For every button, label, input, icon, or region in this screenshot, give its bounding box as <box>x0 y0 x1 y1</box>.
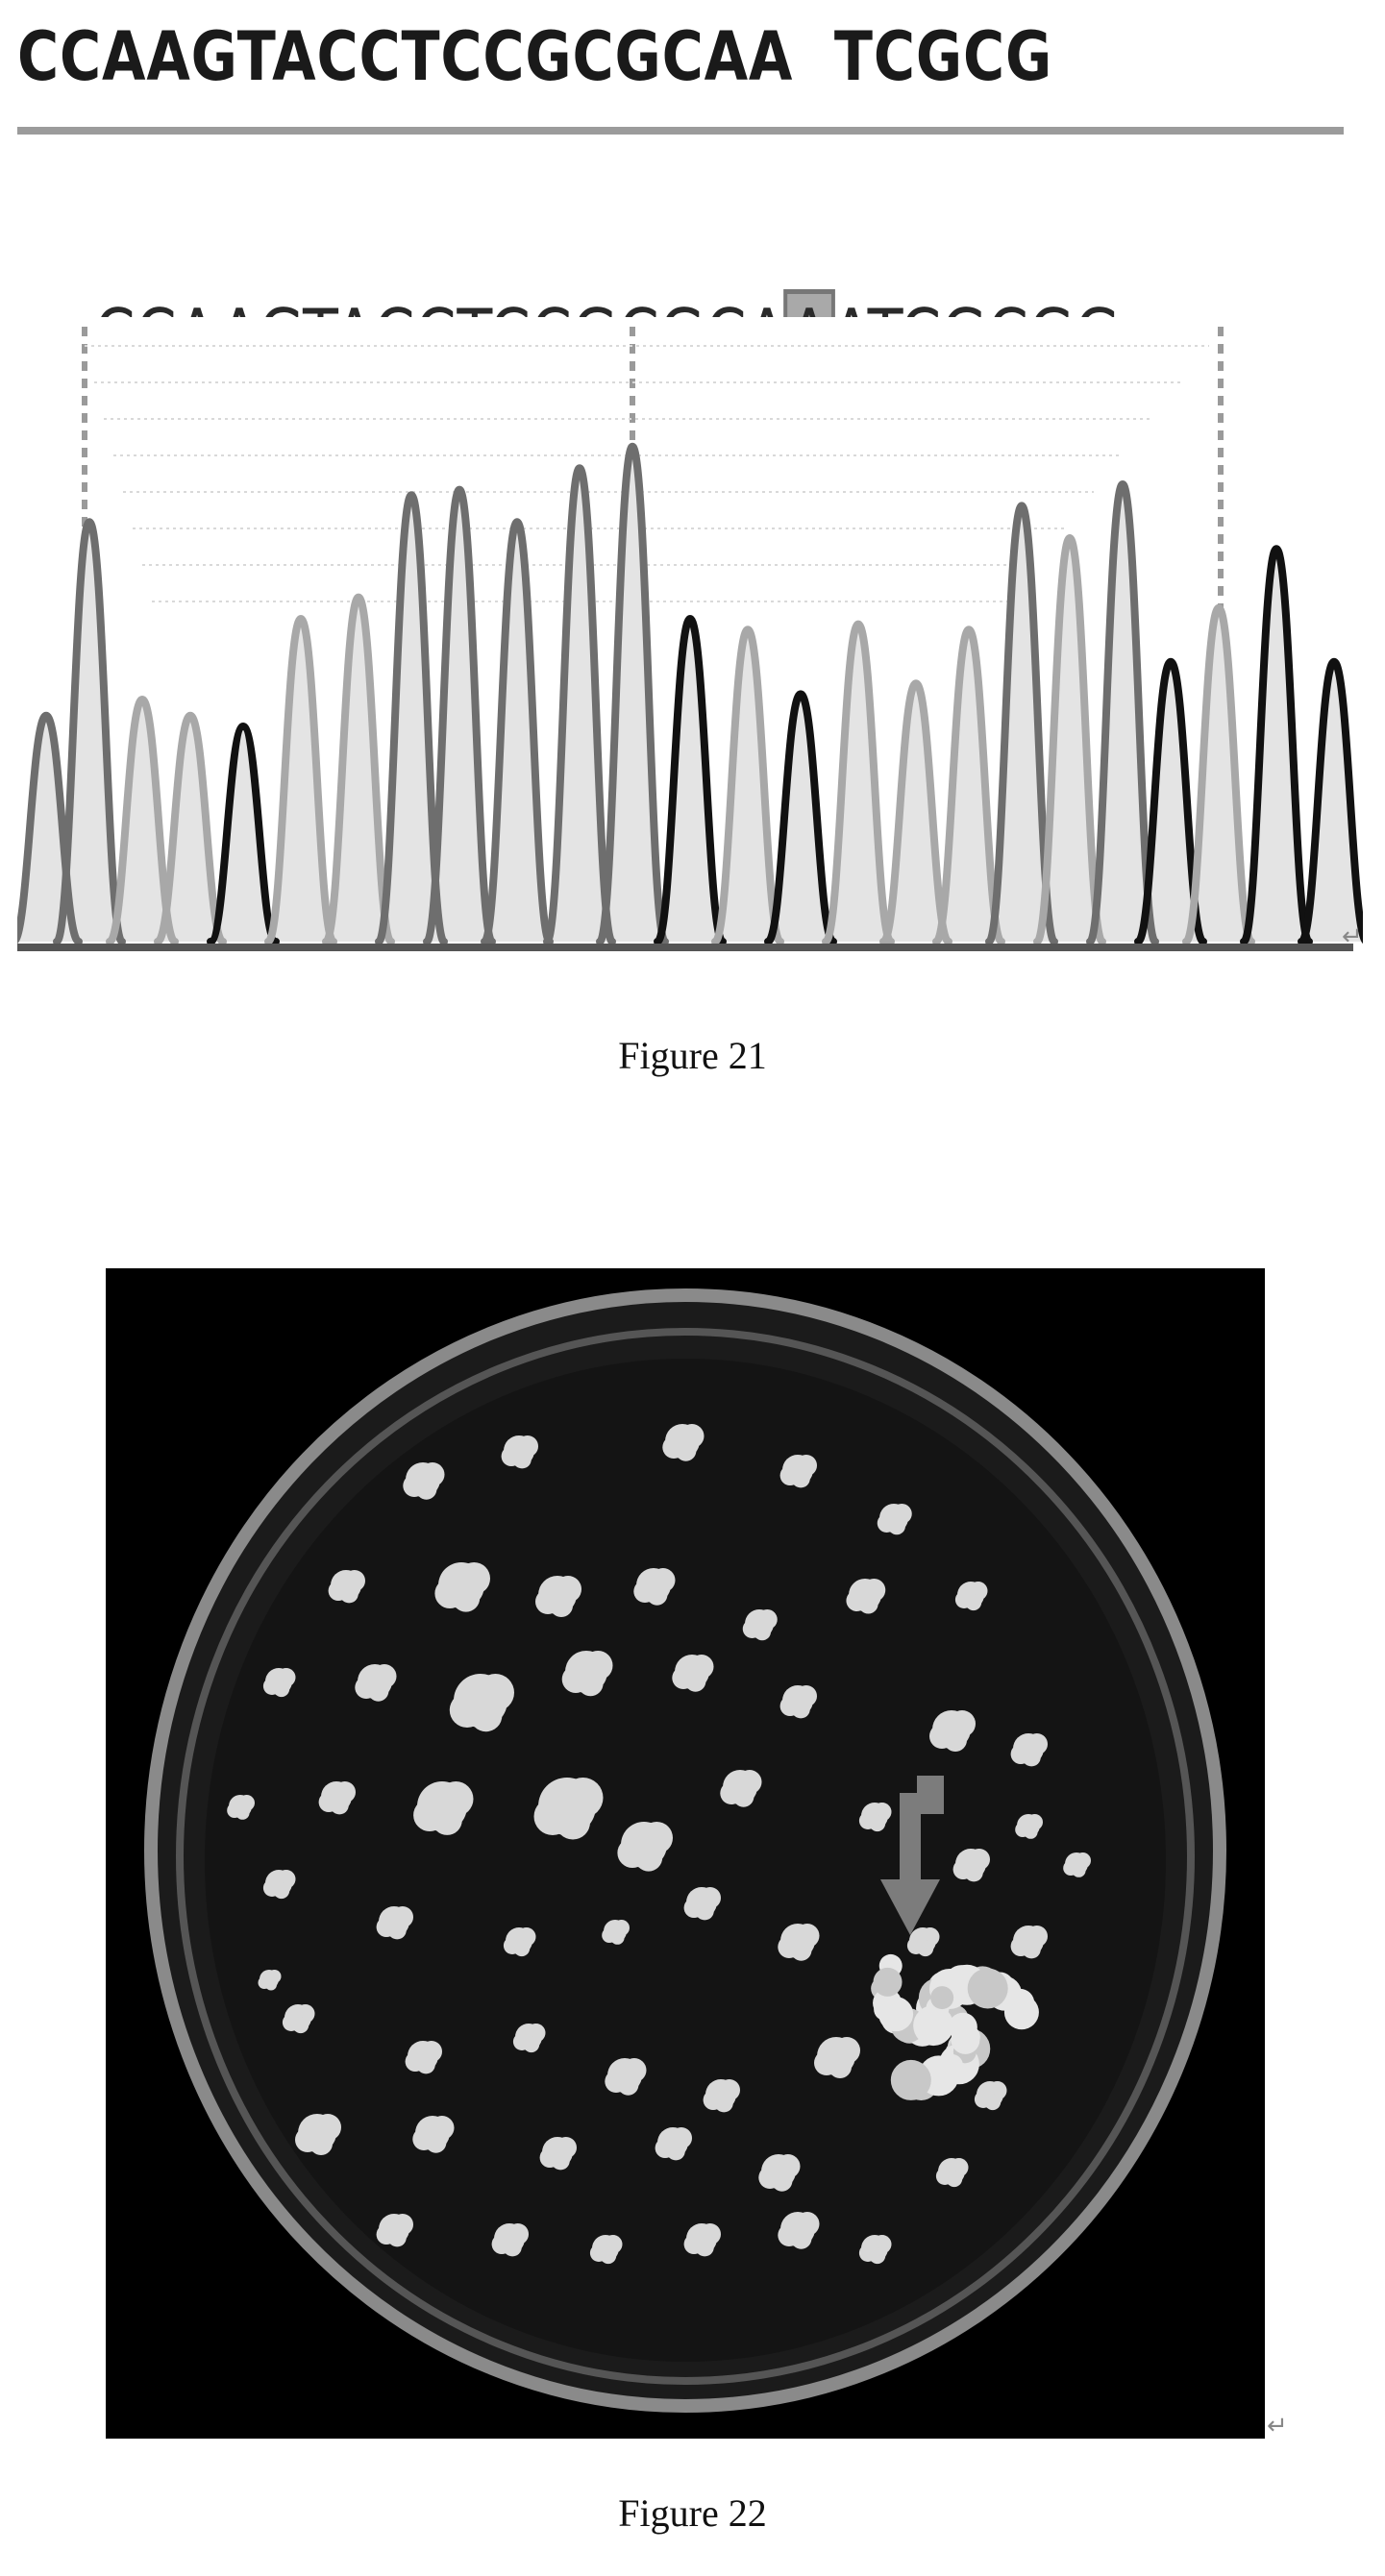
agar-surface <box>205 1359 1166 2362</box>
petri-dish-photo <box>106 1268 1265 2439</box>
paragraph-mark: ↵ <box>1267 2412 1288 2441</box>
reference-sequence: CCAAGTACCTCCGCGCAA TCGCG <box>17 17 1148 96</box>
sequence-divider <box>17 127 1344 135</box>
figure-21-caption: Figure 21 <box>0 1033 1385 1078</box>
figure-22-caption: Figure 22 <box>0 2490 1385 2536</box>
paragraph-mark: ↵ <box>1342 922 1363 951</box>
sequencing-chromatogram <box>17 317 1363 970</box>
